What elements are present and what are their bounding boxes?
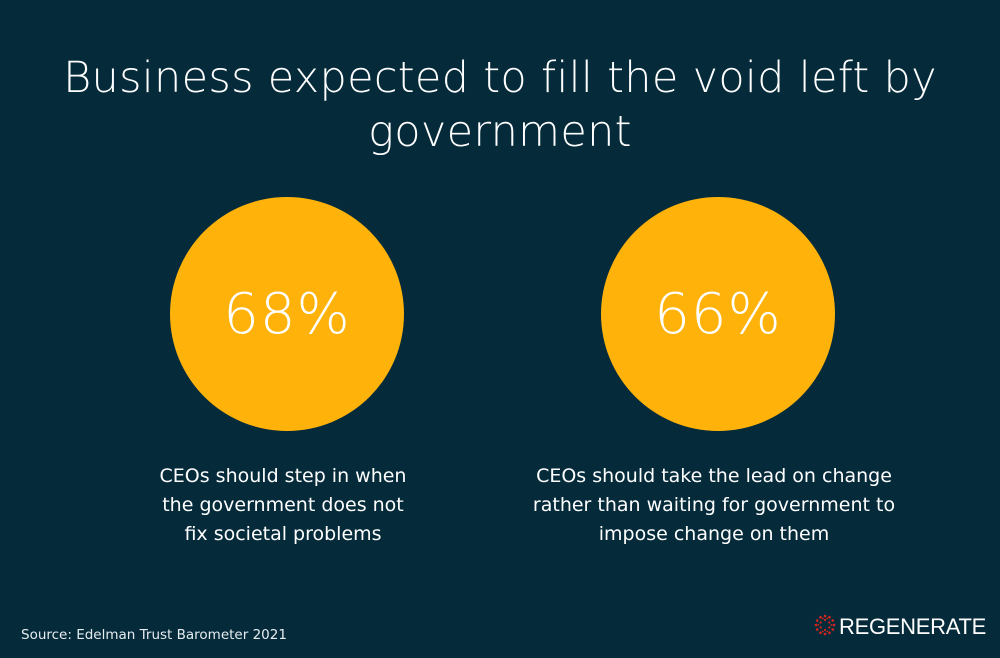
stat-value-2: 66% xyxy=(654,281,782,347)
title-line-2: government xyxy=(368,106,632,157)
regenerate-logo: REGENERATE xyxy=(814,614,986,640)
page-title: Business expected to fill the void left … xyxy=(0,51,1000,159)
stat-circle-1: 68% xyxy=(170,197,404,431)
stat-description-1: CEOs should step in when the government … xyxy=(130,462,436,549)
logo-wordmark: REGENERATE xyxy=(839,614,986,639)
stat-description-2: CEOs should take the lead on change rath… xyxy=(508,462,920,549)
desc-line: CEOs should step in when xyxy=(159,465,407,487)
desc-line: the government does not xyxy=(162,494,404,516)
stat-value-1: 68% xyxy=(223,281,351,347)
desc-line: CEOs should take the lead on change xyxy=(536,465,892,487)
desc-line: rather than waiting for government to xyxy=(532,494,896,516)
red-dotted-ring-icon xyxy=(814,614,836,640)
stat-circle-2: 66% xyxy=(601,197,835,431)
desc-line: fix societal problems xyxy=(184,523,382,545)
title-line-1: Business expected to fill the void left … xyxy=(63,52,937,103)
desc-line: impose change on them xyxy=(598,523,830,545)
source-citation: Source: Edelman Trust Barometer 2021 xyxy=(21,627,287,643)
